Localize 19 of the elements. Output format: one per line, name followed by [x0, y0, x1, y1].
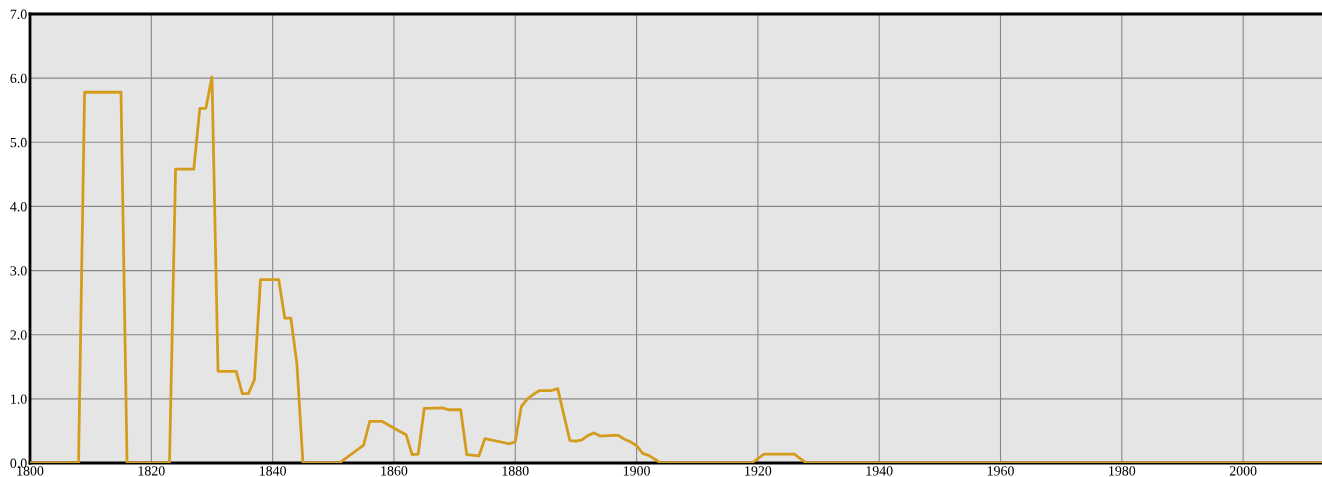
x-tick-label: 1840 [259, 466, 286, 476]
y-tick-label: 2.0 [10, 330, 27, 340]
x-tick-label: 1960 [987, 466, 1014, 476]
x-tick-label: 1980 [1109, 466, 1136, 476]
x-tick-label: 1820 [138, 466, 165, 476]
y-tick-label: 0.0 [10, 458, 27, 469]
y-tick-label: 6.0 [10, 73, 27, 84]
y-tick-label: 5.0 [10, 137, 27, 148]
x-tick-label: 1880 [502, 466, 529, 476]
y-tick-label: 1.0 [11, 394, 27, 404]
x-tick-label: 1900 [623, 466, 650, 476]
y-tick-label: 7.0 [10, 9, 27, 20]
y-tick-label: 3.0 [10, 266, 27, 276]
x-tick-label: 1940 [866, 466, 893, 476]
x-tick-label: 1800 [17, 466, 44, 476]
x-tick-label: 1860 [381, 466, 408, 476]
y-tick-label: 4.0 [10, 202, 27, 212]
x-tick-label: 1920 [745, 466, 772, 476]
x-tick-label: 2000 [1229, 466, 1257, 476]
